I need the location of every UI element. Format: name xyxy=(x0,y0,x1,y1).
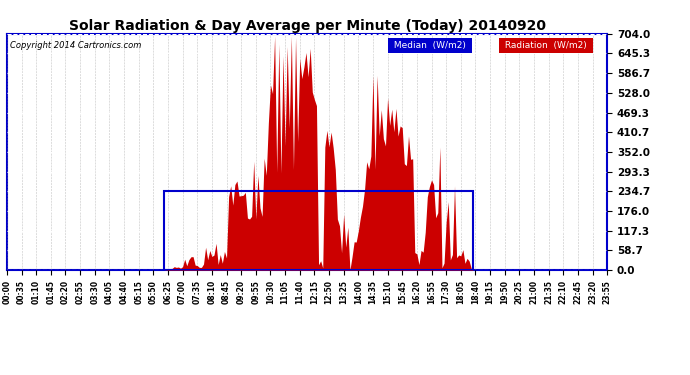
Text: Median  (W/m2): Median (W/m2) xyxy=(391,41,469,50)
Title: Solar Radiation & Day Average per Minute (Today) 20140920: Solar Radiation & Day Average per Minute… xyxy=(68,19,546,33)
Text: Copyright 2014 Cartronics.com: Copyright 2014 Cartronics.com xyxy=(10,41,141,50)
Text: Radiation  (W/m2): Radiation (W/m2) xyxy=(502,41,590,50)
Bar xyxy=(164,191,473,270)
